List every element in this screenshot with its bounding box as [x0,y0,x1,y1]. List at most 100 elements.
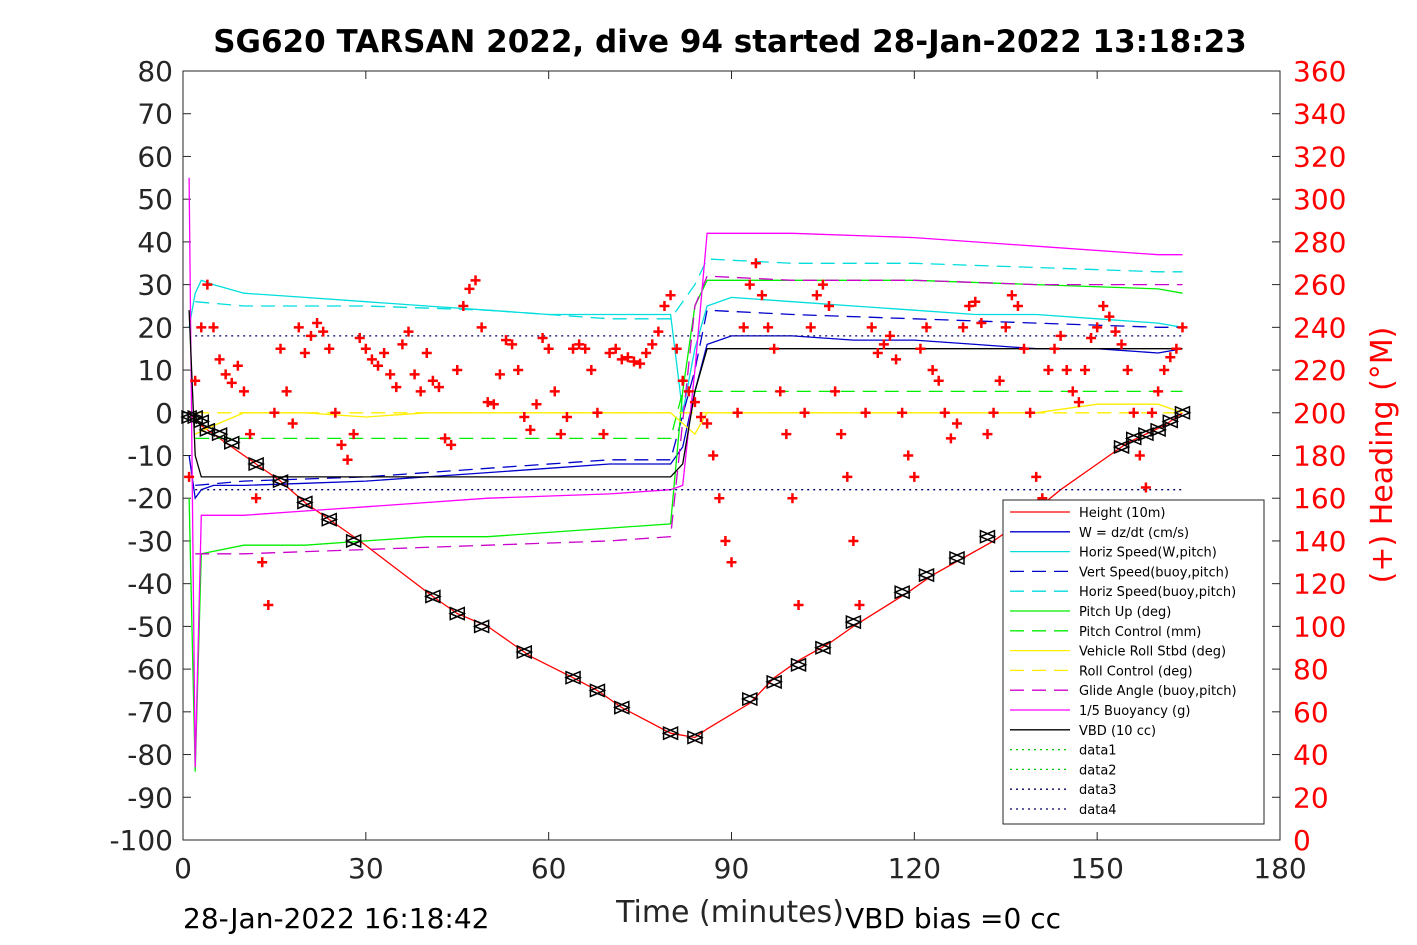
heading-marker [787,493,798,504]
heading-marker [373,360,384,371]
heading-marker [184,471,195,482]
heading-marker [933,375,944,386]
left-tick-label: -60 [127,653,173,686]
heading-marker [1025,407,1036,418]
heading-marker [293,322,304,333]
heading-marker [232,360,243,371]
right-y-axis: 3603403203002802602402202001801601401201… [1272,55,1346,857]
heading-marker [238,386,249,397]
triangle-marker [295,495,314,510]
heading-marker [909,471,920,482]
heading-marker [1104,311,1115,322]
heading-marker [769,343,780,354]
legend-label: data3 [1079,783,1117,798]
heading-marker [409,369,420,380]
heading-marker [836,429,847,440]
heading-marker [330,407,341,418]
right-tick-label: 80 [1293,653,1329,686]
heading-marker [1012,300,1023,311]
heading-marker [970,296,981,307]
heading-marker [677,375,688,386]
left-tick-label: -80 [127,739,173,772]
heading-marker [903,450,914,461]
right-tick-label: 360 [1293,55,1346,88]
right-tick-label: 20 [1293,781,1329,814]
heading-marker [604,347,615,358]
right-tick-label: 160 [1293,482,1346,515]
triangle-marker [612,700,631,715]
legend-label: Roll Control (deg) [1079,664,1193,679]
heading-marker [793,600,804,611]
heading-marker [488,399,499,410]
heading-marker [1110,326,1121,337]
left-tick-label: 20 [137,311,173,344]
heading-marker [750,258,761,269]
heading-marker [635,358,646,369]
heading-marker [1140,482,1151,493]
heading-marker [982,429,993,440]
left-y-axis: 80 70 60 50 40 30 20 10 0 -10 -20 -30 -40 -50 -60 -70 -8… [109,55,191,857]
x-tick-label: 150 [1070,852,1123,885]
heading-marker [1171,343,1182,354]
heading-marker [976,318,987,329]
left-tick-label: 70 [137,98,173,131]
heading-marker [951,418,962,429]
heading-marker [860,407,871,418]
heading-marker [555,429,566,440]
heading-marker [1134,450,1145,461]
right-tick-label: 220 [1293,354,1346,387]
heading-marker [866,322,877,333]
heading-marker [616,354,627,365]
heading-marker [842,471,853,482]
heading-marker [689,397,700,408]
heading-marker [385,369,396,380]
heading-marker [287,418,298,429]
left-tick-label: -20 [127,482,173,515]
heading-marker [549,386,560,397]
heading-marker [1006,290,1017,301]
heading-marker [622,352,633,363]
heading-marker [397,339,408,350]
heading-marker [641,347,652,358]
triangle-marker [448,606,467,621]
heading-marker [610,343,621,354]
heading-marker [1000,322,1011,333]
heading-marker [781,429,792,440]
right-tick-label: 140 [1293,525,1346,558]
heading-marker [446,439,457,450]
heading-marker [196,322,207,333]
triangle-marker [844,614,863,630]
left-tick-label: 50 [137,183,173,216]
triangle-marker [1161,414,1180,429]
heading-marker [275,343,286,354]
left-tick-label: 10 [137,354,173,387]
heading-marker [708,450,719,461]
right-tick-label: 40 [1293,739,1329,772]
x-tick-label: 60 [531,852,567,885]
heading-marker [738,322,749,333]
triangle-marker [893,585,912,600]
left-tick-label: 0 [155,397,173,430]
left-tick-label: 40 [137,226,173,259]
heading-marker [281,386,292,397]
heading-marker [671,343,682,354]
triangle-marker [740,691,759,707]
heading-marker [1073,397,1084,408]
left-tick-label: -70 [127,696,173,729]
left-tick-label: -100 [109,824,173,857]
triangle-marker [344,533,363,549]
heading-marker [1031,471,1042,482]
triangle-marker [210,427,229,442]
heading-marker [354,333,365,344]
triangle-marker [222,435,241,450]
triangle-marker [789,657,808,672]
heading-marker [628,356,639,367]
left-tick-label: -40 [127,568,173,601]
heading-marker [824,300,835,311]
heading-marker [1092,322,1103,333]
heading-marker [251,493,262,504]
heading-marker [1067,386,1078,397]
heading-marker [945,433,956,444]
heading-marker [403,326,414,337]
